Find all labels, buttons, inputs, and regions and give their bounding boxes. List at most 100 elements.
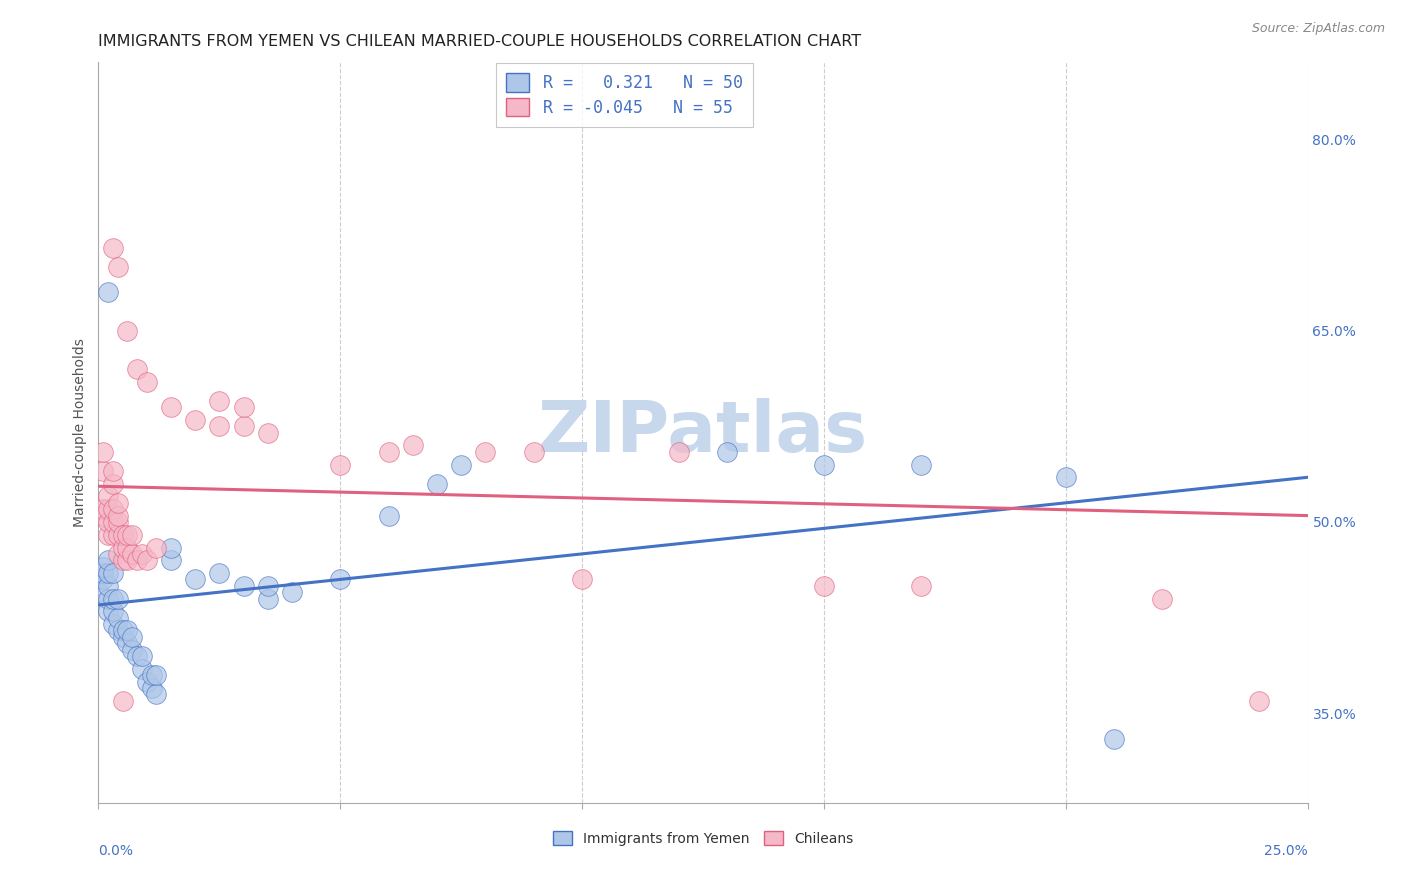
Point	[256, 591, 278, 606]
Point	[910, 579, 932, 593]
Point	[117, 324, 139, 338]
Point	[160, 400, 183, 414]
Point	[131, 547, 153, 561]
Point	[121, 527, 143, 541]
Point	[256, 425, 278, 440]
Point	[160, 553, 183, 567]
Point	[91, 566, 114, 580]
Point	[135, 375, 157, 389]
Point	[97, 604, 120, 618]
Point	[127, 361, 149, 376]
Point	[474, 444, 496, 458]
Point	[127, 553, 149, 567]
Point	[135, 674, 157, 689]
Point	[97, 566, 120, 580]
Point	[1102, 731, 1125, 746]
Point	[1152, 591, 1174, 606]
Point	[101, 240, 124, 255]
Point	[141, 681, 163, 695]
Point	[184, 573, 207, 587]
Text: Source: ZipAtlas.com: Source: ZipAtlas.com	[1251, 22, 1385, 36]
Point	[145, 541, 167, 555]
Point	[208, 393, 231, 408]
Point	[97, 490, 120, 504]
Point	[111, 553, 134, 567]
Point	[101, 604, 124, 618]
Text: 25.0%: 25.0%	[1264, 844, 1308, 857]
Point	[127, 648, 149, 663]
Point	[402, 438, 425, 452]
Text: 0.0%: 0.0%	[98, 844, 134, 857]
Point	[208, 419, 231, 434]
Point	[107, 527, 129, 541]
Point	[571, 573, 593, 587]
Point	[117, 636, 139, 650]
Point	[232, 419, 254, 434]
Point	[135, 553, 157, 567]
Point	[107, 515, 129, 529]
Point	[256, 579, 278, 593]
Point	[111, 527, 134, 541]
Point	[813, 579, 835, 593]
Point	[97, 515, 120, 529]
Point	[101, 464, 124, 478]
Point	[91, 502, 114, 516]
Point	[91, 444, 114, 458]
Point	[101, 591, 124, 606]
Point	[813, 458, 835, 472]
Point	[101, 566, 124, 580]
Legend: Immigrants from Yemen, Chileans: Immigrants from Yemen, Chileans	[547, 825, 859, 851]
Point	[91, 573, 114, 587]
Point	[121, 642, 143, 657]
Point	[141, 668, 163, 682]
Point	[329, 573, 352, 587]
Point	[1054, 470, 1077, 484]
Point	[107, 547, 129, 561]
Point	[716, 444, 738, 458]
Point	[377, 444, 399, 458]
Point	[232, 579, 254, 593]
Point	[107, 624, 129, 638]
Point	[107, 496, 129, 510]
Point	[111, 694, 134, 708]
Point	[97, 553, 120, 567]
Point	[208, 566, 231, 580]
Point	[101, 527, 124, 541]
Point	[101, 515, 124, 529]
Point	[97, 285, 120, 300]
Point	[111, 630, 134, 644]
Point	[121, 630, 143, 644]
Point	[97, 527, 120, 541]
Point	[101, 476, 124, 491]
Point	[184, 413, 207, 427]
Text: IMMIGRANTS FROM YEMEN VS CHILEAN MARRIED-COUPLE HOUSEHOLDS CORRELATION CHART: IMMIGRANTS FROM YEMEN VS CHILEAN MARRIED…	[98, 34, 862, 49]
Point	[97, 579, 120, 593]
Point	[107, 610, 129, 624]
Text: ZIPatlas: ZIPatlas	[538, 398, 868, 467]
Point	[87, 585, 110, 599]
Point	[523, 444, 546, 458]
Y-axis label: Married-couple Households: Married-couple Households	[73, 338, 87, 527]
Point	[232, 400, 254, 414]
Point	[97, 502, 120, 516]
Point	[91, 508, 114, 523]
Point	[91, 464, 114, 478]
Point	[160, 541, 183, 555]
Point	[145, 668, 167, 682]
Point	[377, 508, 399, 523]
Point	[107, 591, 129, 606]
Point	[668, 444, 690, 458]
Point	[131, 648, 153, 663]
Point	[101, 502, 124, 516]
Point	[91, 559, 114, 574]
Point	[121, 547, 143, 561]
Point	[117, 624, 139, 638]
Point	[1249, 694, 1271, 708]
Point	[111, 541, 134, 555]
Point	[117, 527, 139, 541]
Point	[111, 624, 134, 638]
Point	[107, 260, 129, 274]
Point	[910, 458, 932, 472]
Point	[97, 591, 120, 606]
Point	[145, 687, 167, 701]
